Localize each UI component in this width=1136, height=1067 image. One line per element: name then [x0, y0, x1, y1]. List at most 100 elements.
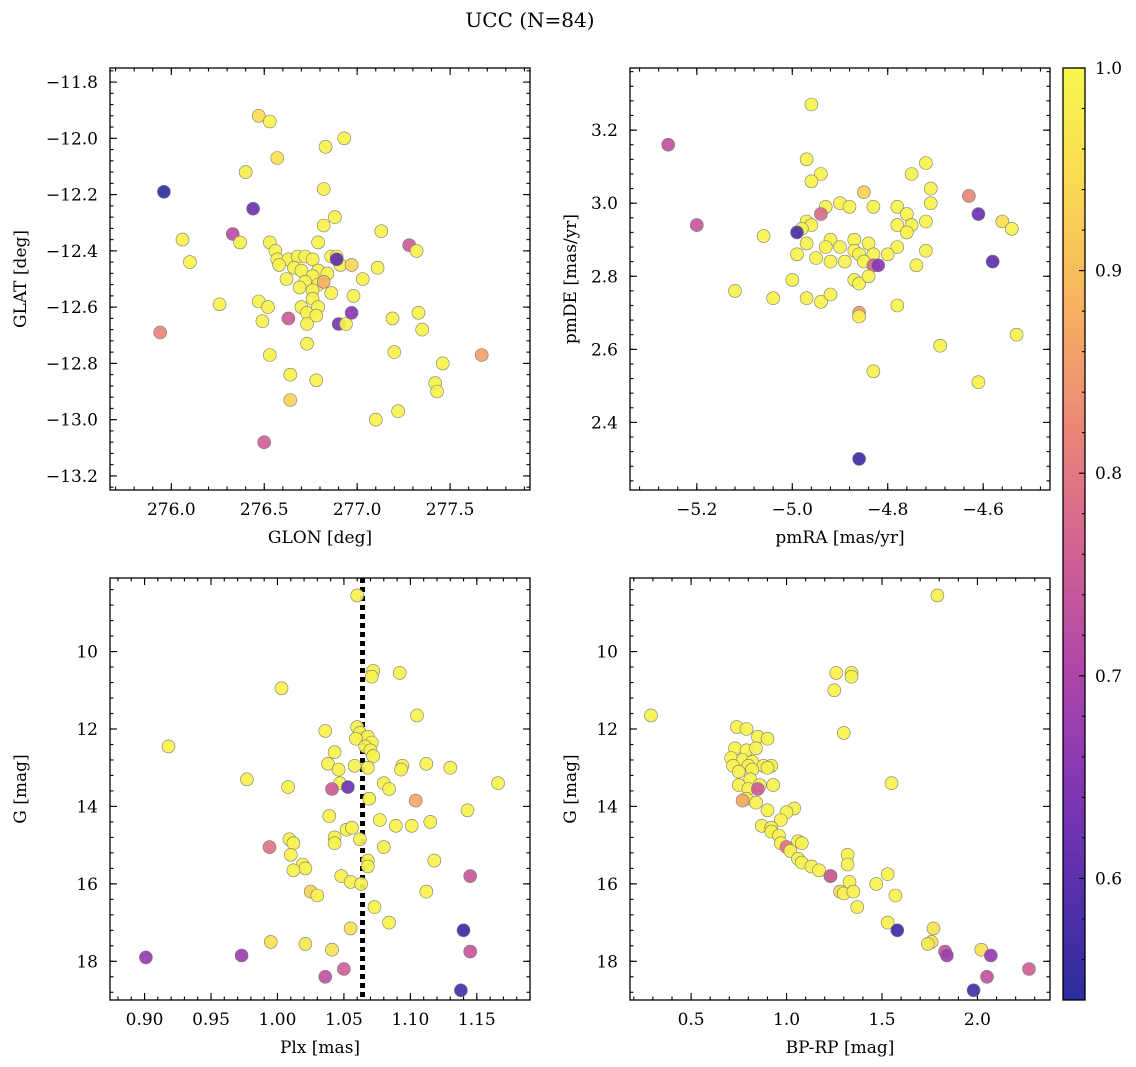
x-axis-label: GLON [deg] [268, 528, 372, 548]
y-tick-label: 3.0 [591, 194, 618, 214]
data-point [829, 666, 844, 680]
colorbar-tick-label: 0.8 [1095, 464, 1122, 484]
data-point [890, 298, 905, 313]
data-point [372, 813, 387, 827]
data-point [869, 877, 884, 891]
data-point [852, 309, 866, 324]
data-point [427, 853, 442, 868]
data-point [880, 867, 895, 882]
y-tick-label: 2.4 [591, 413, 618, 433]
data-point [161, 739, 176, 754]
y-axis-label: GLAT [deg] [11, 230, 31, 328]
data-point [890, 218, 905, 232]
data-point [966, 983, 981, 998]
data-point [435, 356, 450, 371]
y-tick-label: 14 [596, 797, 618, 817]
y-tick-label: 14 [76, 797, 98, 817]
x-tick-label: −5.2 [676, 500, 717, 520]
data-point [419, 884, 434, 899]
data-point [840, 857, 855, 872]
data-point [760, 803, 775, 818]
data-point [318, 969, 333, 984]
data-point [283, 847, 298, 862]
data-point [818, 240, 833, 254]
data-point [790, 225, 804, 240]
data-point [286, 836, 301, 851]
data-point [343, 921, 358, 936]
y-tick-label: 12 [76, 720, 98, 740]
data-point [1022, 962, 1036, 976]
y-tick-label: 16 [596, 875, 618, 895]
data-point [456, 923, 471, 938]
data-point [661, 137, 676, 152]
data-point [325, 942, 339, 957]
x-tick-label: 276.0 [147, 500, 196, 520]
y-tick-label: 18 [76, 952, 98, 972]
data-point [866, 200, 881, 214]
colorbar-frame [1062, 67, 1086, 1001]
data-point [262, 348, 277, 362]
data-point [920, 937, 935, 951]
data-point [766, 778, 781, 792]
data-point [823, 869, 838, 883]
axes-frame [109, 67, 531, 491]
data-point [880, 247, 895, 262]
data-point [391, 404, 405, 419]
x-tick-label: 1.5 [868, 1010, 895, 1030]
data-point [890, 200, 905, 214]
data-point [846, 884, 861, 899]
data-point [360, 859, 375, 874]
y-tick-label: −12.0 [46, 129, 98, 149]
data-point [300, 317, 314, 331]
colorbar: 0.6 0.7 0.8 0.9 1.0 [1062, 59, 1122, 1001]
data-point [292, 280, 307, 295]
data-point [833, 240, 847, 254]
y-tick-label: 10 [596, 643, 618, 663]
data-point [794, 836, 809, 851]
data-point [940, 948, 954, 963]
data-point [272, 258, 286, 272]
data-point [728, 284, 742, 298]
y-tick-label: −12.8 [46, 354, 98, 374]
y-tick-label: 18 [596, 952, 618, 972]
data-point [157, 185, 171, 199]
data-point [814, 294, 828, 309]
data-point [374, 224, 389, 238]
data-point [344, 258, 359, 272]
data-point [463, 869, 478, 883]
data-point [350, 588, 365, 603]
data-point [355, 272, 370, 286]
data-point [318, 724, 333, 738]
y-tick-label: −12.2 [46, 186, 98, 206]
data-point [153, 325, 167, 340]
data-point [852, 452, 866, 466]
data-point [836, 726, 851, 740]
data-point [926, 921, 941, 936]
data-point [731, 764, 746, 779]
data-point [318, 140, 333, 154]
data-point [347, 758, 362, 773]
data-point [962, 189, 976, 203]
data-point [310, 888, 325, 903]
data-point [255, 314, 270, 329]
axes-frame [629, 67, 1051, 491]
data-point [827, 683, 842, 698]
data-point [300, 336, 314, 351]
data-point [842, 200, 857, 214]
x-tick-label: 276.5 [240, 500, 289, 520]
data-point [382, 782, 396, 796]
data-point [410, 708, 424, 723]
data-point [751, 782, 765, 796]
y-tick-label: −12.4 [46, 242, 98, 262]
data-point [837, 254, 852, 269]
data-point [814, 207, 828, 221]
colorbar-tick-label: 0.9 [1095, 262, 1122, 282]
data-point [337, 962, 351, 976]
x-tick-label: 1.15 [458, 1010, 496, 1030]
data-point [844, 669, 859, 684]
data-point [890, 240, 905, 254]
data-point [251, 109, 266, 123]
data-point [328, 210, 342, 224]
colorbar-gradient [1063, 68, 1085, 1000]
data-point [852, 276, 866, 291]
